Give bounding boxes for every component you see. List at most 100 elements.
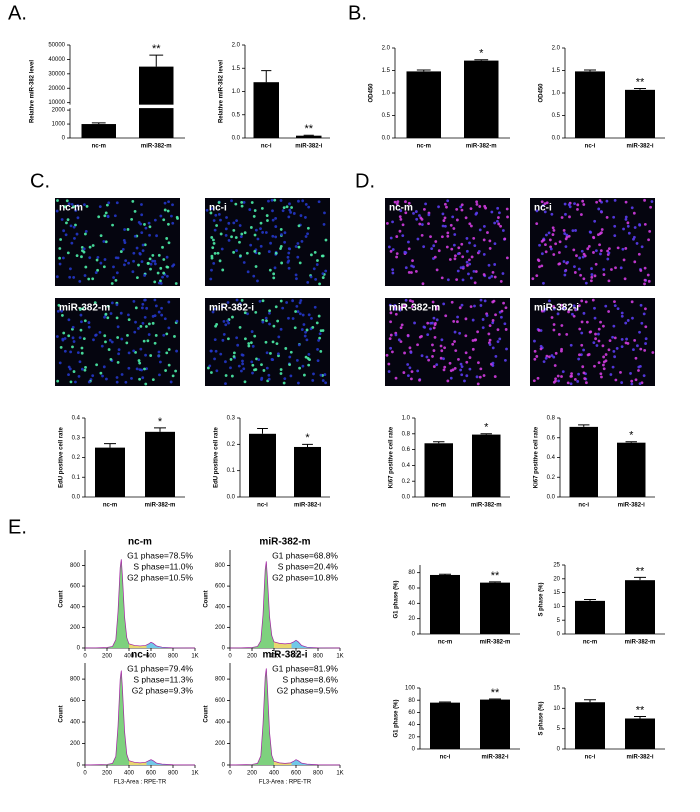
cell — [62, 229, 66, 233]
cell — [281, 209, 285, 213]
cell — [433, 335, 437, 339]
cell — [491, 300, 495, 304]
cell — [581, 365, 585, 369]
cell — [153, 259, 157, 263]
cell — [230, 199, 233, 203]
cell — [461, 265, 465, 269]
cell — [265, 351, 269, 355]
cell — [307, 205, 311, 209]
cell — [621, 247, 625, 251]
cell — [474, 212, 478, 216]
cell — [437, 205, 440, 209]
cell — [443, 224, 447, 228]
cell — [591, 298, 595, 302]
cell — [72, 276, 76, 279]
cell — [287, 266, 291, 270]
phase-stat: G2 phase=10.5% — [127, 572, 193, 582]
cell — [590, 275, 594, 279]
cell — [420, 223, 424, 226]
cell — [648, 230, 652, 233]
cell — [162, 218, 166, 222]
cell — [286, 255, 290, 259]
y-tick-label: 0.0 — [232, 136, 241, 142]
cell — [443, 365, 447, 369]
bar — [625, 89, 655, 138]
cell — [446, 199, 450, 203]
cell — [580, 320, 584, 324]
cell — [101, 374, 104, 378]
cell — [582, 277, 586, 281]
cell — [565, 332, 569, 336]
cell — [226, 301, 230, 304]
cell — [633, 260, 637, 264]
cell — [496, 206, 500, 210]
cell — [72, 370, 76, 373]
cell — [571, 229, 575, 233]
cell — [409, 351, 413, 354]
x-tick-label: 400 — [269, 654, 280, 660]
x-axis-label: FL3-Area : RPE-TR — [114, 780, 167, 786]
cell — [443, 216, 447, 220]
cell — [639, 303, 643, 307]
x-axis-label: FL3-Area : RPE-TR — [259, 780, 312, 786]
cell — [259, 227, 262, 231]
cell — [416, 237, 420, 241]
x-tick-label: miR-382-i — [481, 755, 508, 761]
cell — [540, 309, 544, 313]
cell — [622, 227, 625, 231]
cell — [279, 372, 283, 375]
cell — [158, 373, 161, 377]
cell — [433, 255, 437, 259]
cell — [84, 365, 87, 369]
cell — [620, 381, 624, 384]
cell — [288, 355, 292, 359]
y-tick-label: 15 — [553, 590, 560, 596]
cell — [439, 344, 443, 348]
cell — [497, 222, 501, 226]
cell — [212, 238, 215, 242]
cell — [404, 251, 408, 255]
cell — [88, 245, 92, 249]
cell — [254, 228, 258, 232]
cell — [579, 273, 582, 277]
cell — [580, 249, 584, 253]
cell — [407, 247, 411, 251]
cell — [569, 382, 573, 386]
cell — [104, 312, 108, 316]
significance: ** — [636, 704, 645, 716]
cell — [285, 301, 289, 304]
cell — [550, 354, 554, 357]
cell — [140, 260, 144, 264]
cell — [557, 262, 561, 266]
cell — [83, 203, 86, 207]
micrograph — [205, 298, 330, 386]
cell — [291, 317, 295, 320]
cell — [636, 344, 639, 348]
cell — [175, 319, 179, 323]
bar — [472, 434, 501, 497]
cell — [389, 236, 393, 240]
cell — [261, 320, 265, 324]
cell — [298, 261, 302, 265]
cell — [317, 314, 321, 318]
cell — [55, 209, 59, 213]
y-tick-label: 15 — [553, 686, 560, 692]
cell — [646, 273, 650, 277]
cell — [80, 351, 84, 355]
x-tick-label: 200 — [102, 771, 113, 777]
cell — [87, 277, 91, 281]
cell — [630, 382, 634, 386]
y-tick-label: 0.4 — [547, 455, 556, 461]
cell — [137, 327, 140, 330]
cell — [576, 203, 580, 207]
cell — [564, 212, 567, 216]
cell — [465, 374, 469, 378]
cell — [239, 254, 242, 258]
cell — [575, 307, 579, 311]
cell — [227, 321, 231, 325]
cell — [227, 239, 231, 242]
cell — [435, 268, 439, 272]
cell — [544, 250, 548, 254]
cell — [123, 228, 127, 231]
cell — [407, 270, 411, 274]
